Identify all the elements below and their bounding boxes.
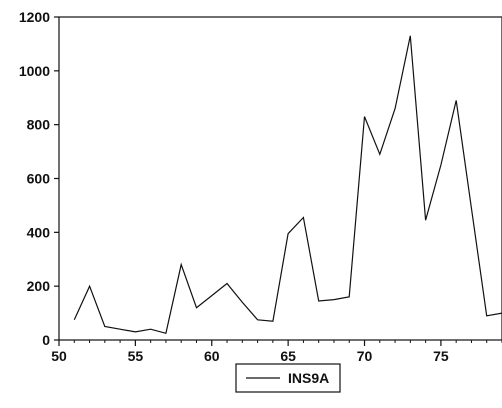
y-tick-label: 600	[27, 171, 51, 187]
y-tick-label: 800	[27, 117, 51, 133]
x-tick-label: 50	[51, 348, 67, 364]
y-tick-label: 1200	[19, 9, 50, 25]
series-lines	[73, 35, 502, 335]
series-line-ins9a	[73, 35, 502, 335]
x-tick-label: 65	[280, 348, 296, 364]
y-tick-label: 0	[42, 332, 50, 348]
x-tick-label: 70	[357, 348, 373, 364]
x-tick-label: 75	[433, 348, 449, 364]
axes: 0 200 400 600 800 1000 1200 50 55 60 65 70 75	[19, 9, 502, 364]
x-tick-label: 60	[204, 348, 220, 364]
y-tick-label: 400	[27, 224, 51, 240]
x-tick-label: 55	[128, 348, 144, 364]
y-tick-label: 1000	[19, 63, 50, 79]
y-tick-label: 200	[27, 278, 51, 294]
plot-frame	[58, 16, 502, 341]
legend: INS9A	[235, 363, 341, 393]
legend-label-ins9a: INS9A	[288, 370, 329, 386]
